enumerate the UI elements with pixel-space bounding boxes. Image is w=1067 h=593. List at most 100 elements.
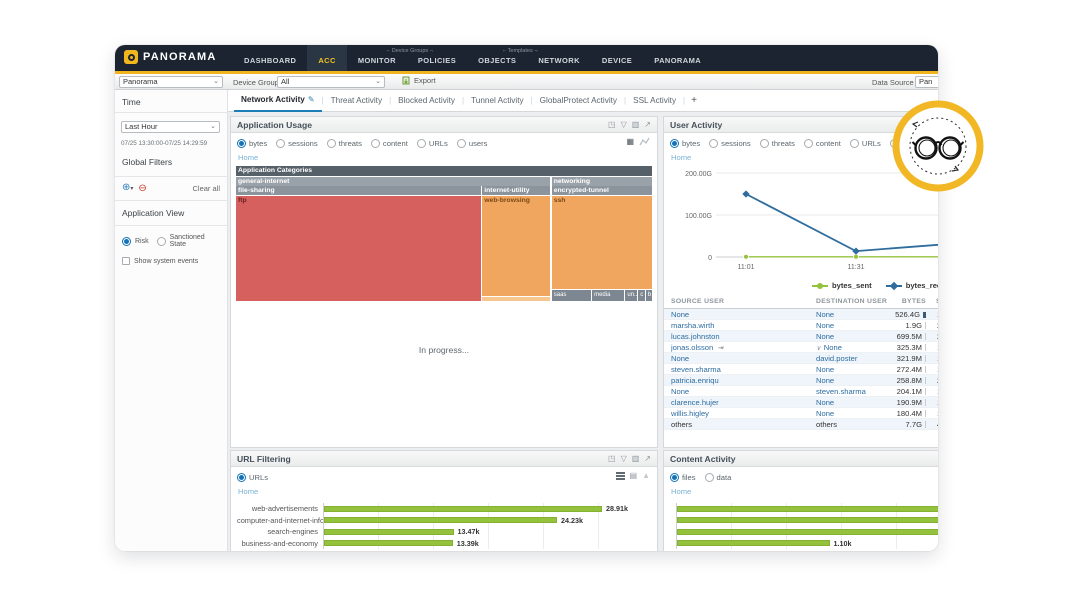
source-user-link[interactable]: None (671, 354, 690, 363)
metric-users[interactable]: users (456, 138, 487, 148)
destination-user-link[interactable]: others (816, 420, 838, 429)
bar[interactable] (677, 517, 938, 523)
treemap-category-c[interactable]: c (638, 289, 645, 301)
table-row[interactable]: None None 526.4G 150 (664, 309, 938, 320)
table-row[interactable]: marsha.wirth None 1.9G 2 (664, 320, 938, 331)
line-view-icon[interactable] (639, 137, 650, 146)
treemap-cell-web-browsing[interactable]: web-browsing (482, 195, 551, 296)
device-group-select[interactable]: All ⌄ (277, 76, 385, 88)
destination-user-link[interactable]: None (816, 332, 835, 341)
source-user-link[interactable]: steven.sharma (671, 365, 721, 374)
edit-tab-icon[interactable]: ✎ (307, 95, 315, 104)
breadcrumb[interactable]: Home (238, 153, 259, 162)
table-row[interactable]: None steven.sharma 204.1M 1 (664, 386, 938, 397)
treemap-cell-ftp[interactable]: ftp (236, 195, 482, 301)
tab-ssl-activity[interactable]: SSL Activity (633, 96, 677, 105)
source-user-link[interactable]: jonas.olsson ⇥ (671, 343, 724, 352)
bar[interactable] (677, 540, 830, 546)
destination-user-link[interactable]: None (816, 365, 835, 374)
table-row[interactable]: steven.sharma None 272.4M 1 (664, 364, 938, 375)
metric-bytes[interactable]: bytes (237, 138, 267, 148)
popout-icon[interactable]: ◳ (608, 454, 616, 463)
add-tab-button[interactable]: + (691, 95, 697, 106)
destination-user-link[interactable]: None (816, 321, 835, 330)
show-system-events-checkbox[interactable] (122, 257, 130, 265)
treemap-category-file-sharing[interactable]: file-sharing (236, 186, 482, 195)
nav-item-panorama[interactable]: PANORAMA (654, 56, 702, 65)
destination-user-link[interactable]: None (816, 310, 835, 319)
source-user-link[interactable]: marsha.wirth (671, 321, 715, 330)
add-filter-icon[interactable]: ⊕▾ (122, 182, 134, 193)
table-row[interactable]: clarence.hujer None 190.9M 1 (664, 397, 938, 408)
treemap-group-general-internet[interactable]: general-internet (236, 176, 551, 186)
clear-all-button[interactable]: Clear all (192, 184, 220, 193)
source-user-link[interactable]: None (671, 387, 690, 396)
risk-radio[interactable] (122, 236, 131, 246)
table-row[interactable]: None david.poster 321.9M 11 (664, 353, 938, 364)
remove-filter-icon[interactable]: ⊖ (138, 182, 147, 194)
metric-bytes[interactable]: bytes (670, 138, 700, 148)
source-user-link[interactable]: patricia.enriqu (671, 376, 719, 385)
tab-threat-activity[interactable]: Threat Activity (330, 96, 383, 105)
destination-user-link[interactable]: ∨ None (816, 343, 842, 352)
stacked-view-icon[interactable]: ▤ (629, 471, 638, 480)
destination-user-link[interactable]: None (816, 398, 835, 407)
treemap-cell-ssh[interactable]: ssh (551, 195, 652, 289)
bar-view-icon[interactable] (615, 471, 625, 480)
bar[interactable] (324, 540, 453, 546)
time-range-select[interactable]: Last Hour ⌄ (121, 121, 220, 133)
table-row[interactable]: patricia.enriqu None 258.8M 2 (664, 375, 938, 386)
pyramid-view-icon[interactable]: ▲ (642, 471, 650, 480)
bar[interactable] (324, 517, 558, 523)
treemap-category-media[interactable]: media (592, 289, 625, 301)
metric-threats[interactable]: threats (759, 138, 795, 148)
col-bytes[interactable]: BYTES (901, 298, 926, 305)
destination-user-link[interactable]: steven.sharma (816, 387, 866, 396)
table-row[interactable]: others others 7.7G 448 (664, 419, 938, 430)
treemap-cell-partial[interactable] (482, 296, 551, 301)
legend-bytes-sent[interactable]: bytes_sent (812, 281, 872, 290)
metric-urls[interactable]: URLs (237, 472, 268, 482)
treemap-category-encrypted-tunnel[interactable]: encrypted-tunnel (551, 186, 652, 195)
nav-item-network[interactable]: NETWORK (538, 56, 580, 65)
jump-to-logs-icon[interactable]: ↗ (644, 120, 651, 129)
bar[interactable] (677, 505, 938, 512)
filter-icon[interactable]: ▽ (620, 120, 627, 129)
metric-data[interactable]: data (704, 472, 731, 482)
breadcrumb[interactable]: Home (238, 487, 259, 496)
destination-user-link[interactable]: david.poster (816, 354, 858, 363)
table-row[interactable]: lucas.johnston None 699.5M 2 (664, 331, 938, 342)
metric-content[interactable]: content (370, 138, 408, 148)
columns-icon[interactable]: ▥ (631, 454, 640, 463)
context-select[interactable]: Panorama ⌄ (119, 76, 223, 88)
tab-network-activity[interactable]: Network Activity ✎ (234, 90, 322, 112)
breadcrumb[interactable]: Home (671, 487, 692, 496)
treemap-category-unknown[interactable]: un... (625, 289, 638, 301)
destination-user-link[interactable]: None (816, 376, 835, 385)
source-user-link[interactable]: willis.higley (671, 409, 709, 418)
metric-files[interactable]: files (670, 472, 696, 482)
metric-threats[interactable]: threats (326, 138, 362, 148)
bar[interactable] (677, 528, 938, 535)
tab-tunnel-activity[interactable]: Tunnel Activity (471, 96, 524, 105)
table-row[interactable]: jonas.olsson⇥ ∨None 325.3M 1 (664, 342, 938, 353)
col-source-user[interactable]: SOURCE USER (671, 298, 725, 305)
metric-sessions[interactable]: sessions (276, 138, 318, 148)
filter-icon[interactable]: ▽ (620, 454, 627, 463)
tab-globalprotect-activity[interactable]: GlobalProtect Activity (539, 96, 618, 105)
data-source-select[interactable]: Pan (915, 76, 938, 88)
tab-blocked-activity[interactable]: Blocked Activity (398, 96, 456, 105)
legend-bytes-received[interactable]: bytes_received (885, 281, 938, 290)
treemap-category-internet-utility[interactable]: internet-utility (482, 186, 551, 195)
nav-item-objects[interactable]: OBJECTS (478, 56, 517, 65)
export-button[interactable]: Export (402, 76, 436, 85)
nav-item-dashboard[interactable]: DASHBOARD (244, 56, 297, 65)
bar[interactable] (324, 528, 454, 535)
chevron-down-icon[interactable]: ∨ (816, 345, 821, 352)
breadcrumb[interactable]: Home (671, 153, 692, 162)
popout-icon[interactable]: ◳ (608, 120, 616, 129)
treemap-category-b[interactable]: b (645, 289, 652, 301)
nav-item-acc[interactable]: ACC (307, 45, 347, 71)
nav-item-monitor[interactable]: MONITOR (357, 56, 396, 65)
treemap-category-saas[interactable]: saas (551, 289, 591, 301)
